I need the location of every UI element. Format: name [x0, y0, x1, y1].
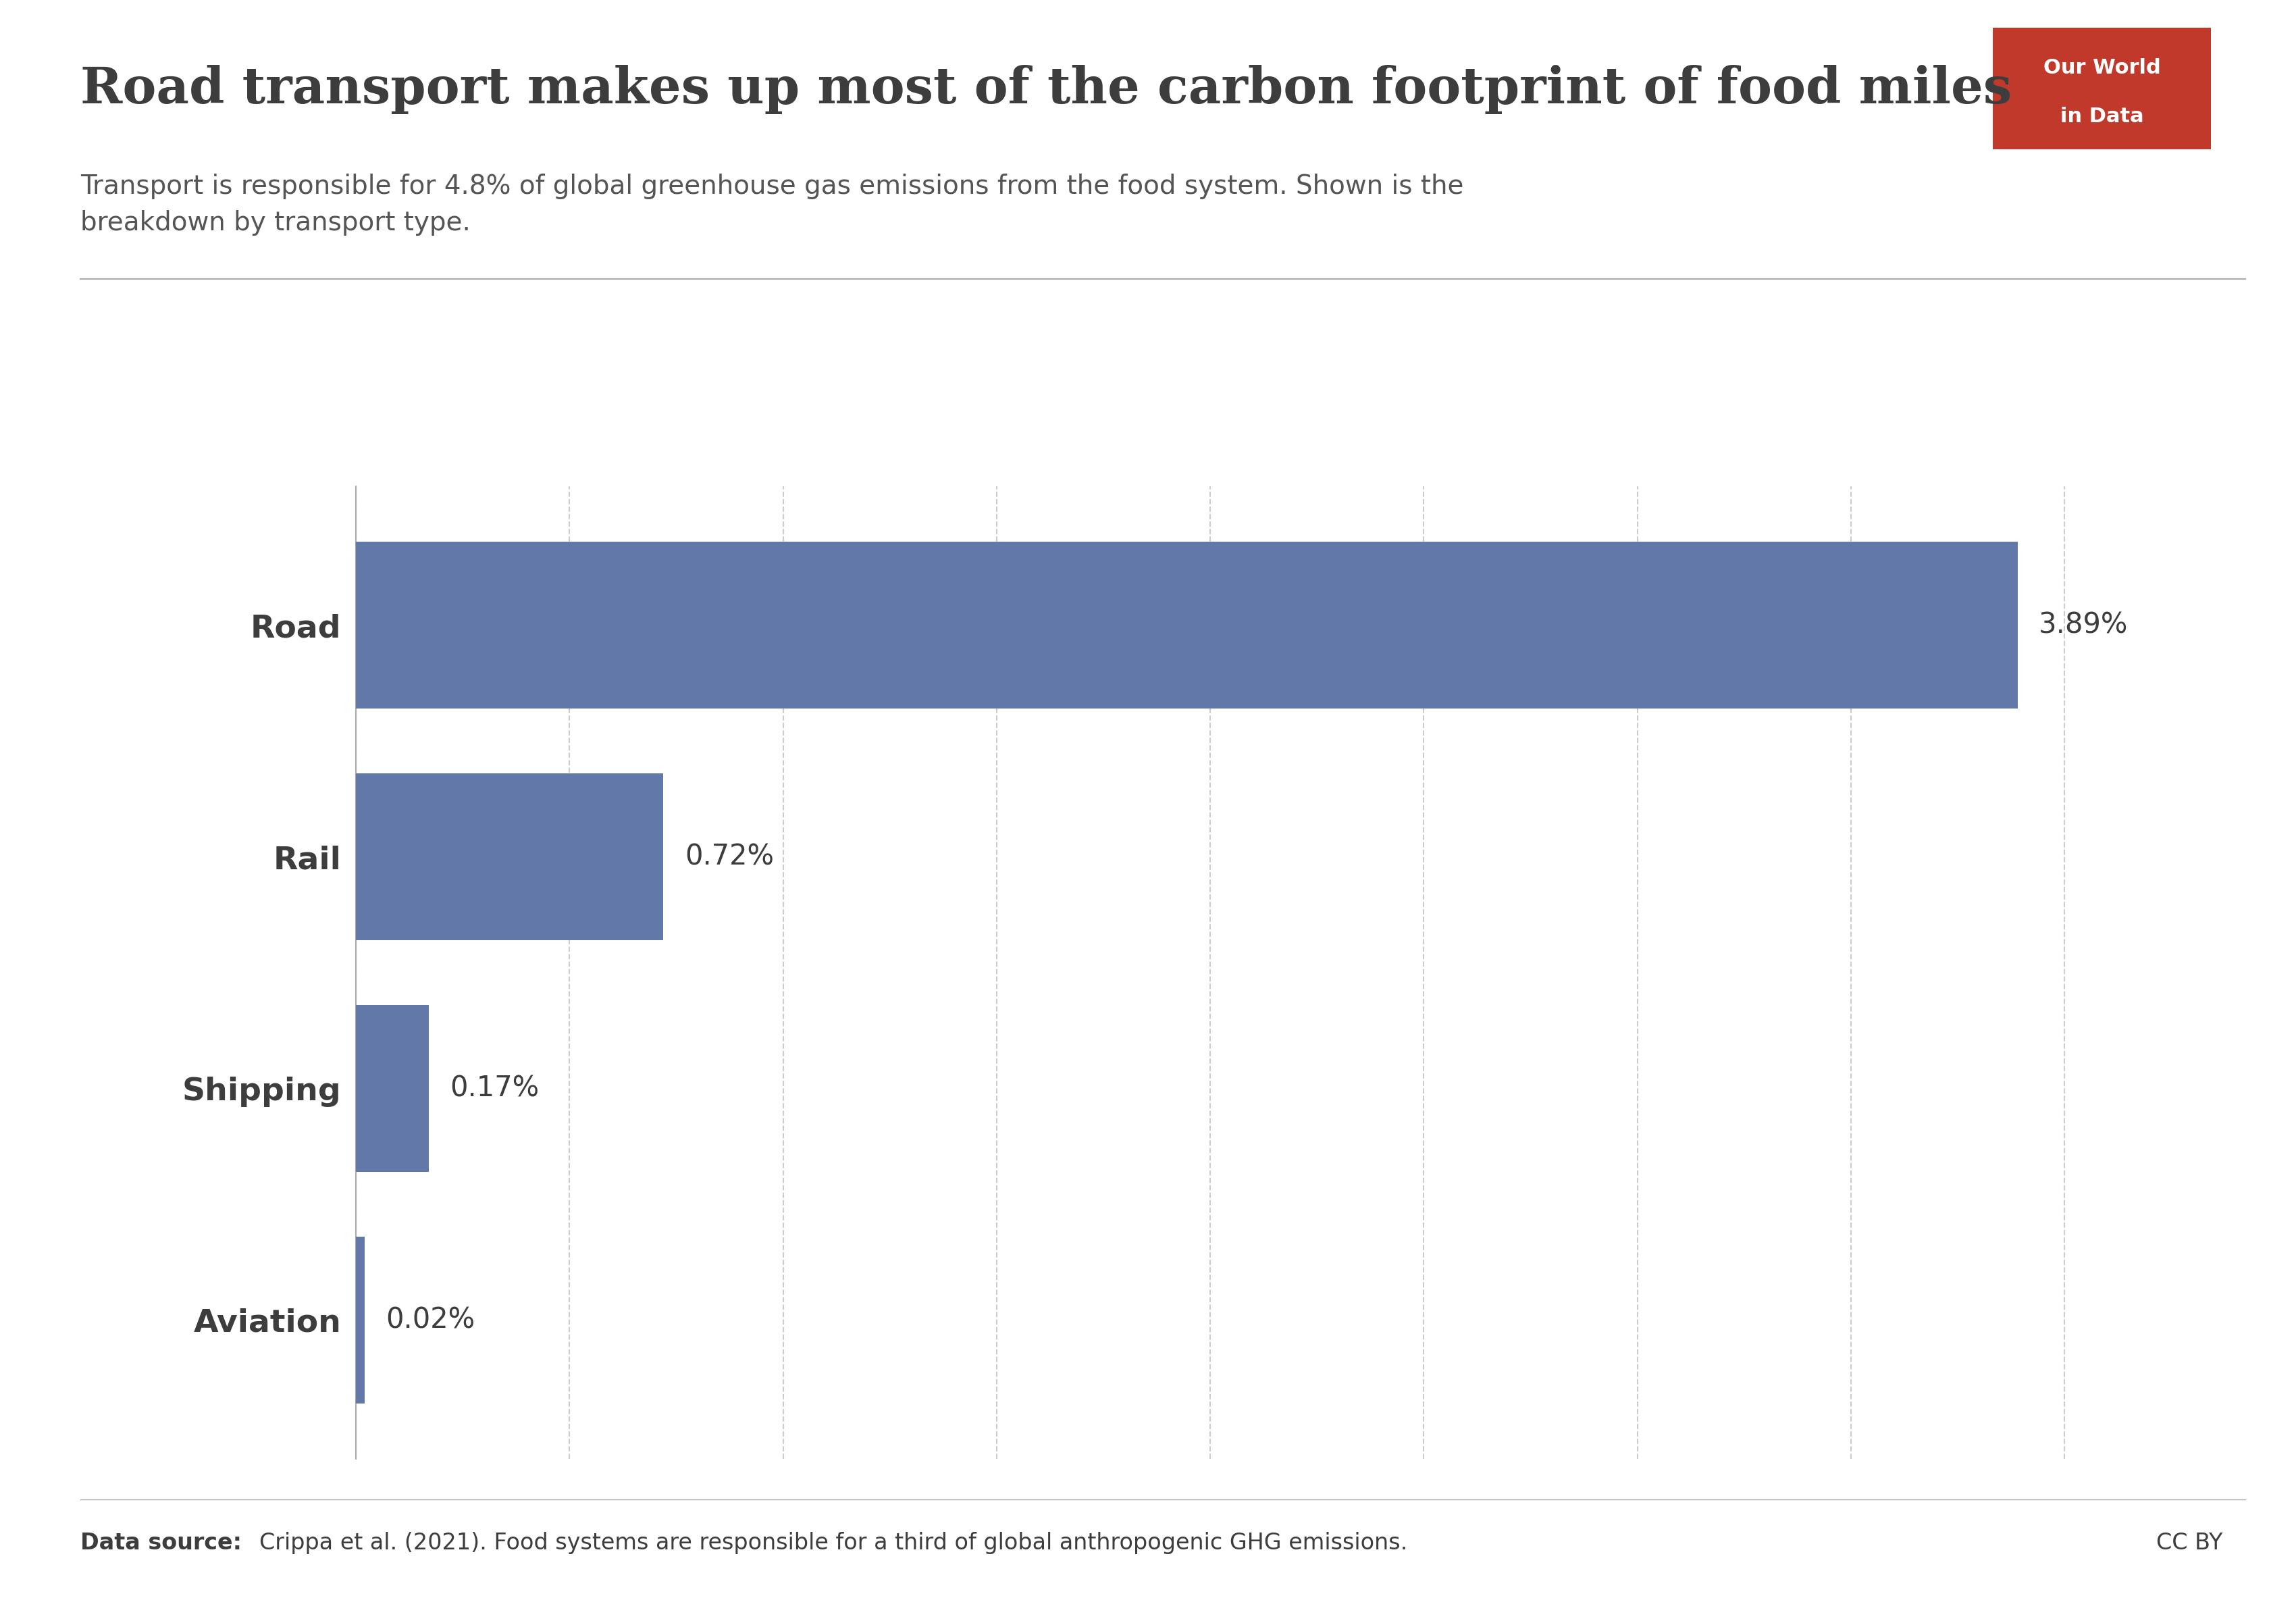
Text: 0.02%: 0.02% — [386, 1307, 475, 1334]
Text: Our World: Our World — [2043, 58, 2161, 78]
Text: Crippa et al. (2021). Food systems are responsible for a third of global anthrop: Crippa et al. (2021). Food systems are r… — [259, 1532, 1407, 1555]
Text: Transport is responsible for 4.8% of global greenhouse gas emissions from the fo: Transport is responsible for 4.8% of glo… — [80, 173, 1465, 237]
Text: Road transport makes up most of the carbon footprint of food miles: Road transport makes up most of the carb… — [80, 65, 2011, 113]
Text: CC BY: CC BY — [2156, 1532, 2223, 1555]
Text: 0.17%: 0.17% — [450, 1075, 540, 1102]
Text: 3.89%: 3.89% — [2039, 611, 2128, 639]
Text: 0.72%: 0.72% — [684, 843, 774, 870]
Bar — [356, 1237, 365, 1404]
Bar — [356, 1005, 429, 1172]
Text: in Data: in Data — [2060, 107, 2144, 126]
Bar — [356, 541, 2018, 708]
Bar — [356, 773, 664, 940]
Text: Data source:: Data source: — [80, 1532, 241, 1555]
